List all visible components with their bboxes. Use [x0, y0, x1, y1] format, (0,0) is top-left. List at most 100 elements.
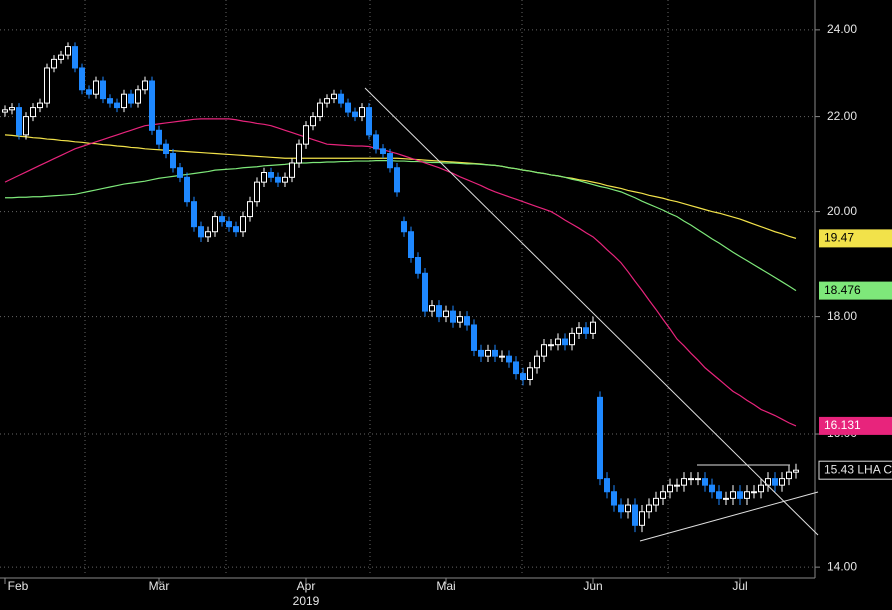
candle-body — [464, 316, 470, 326]
candle-body — [149, 80, 155, 131]
candle-body — [30, 107, 36, 118]
candle-body — [254, 181, 260, 203]
y-tick-label: 14.00 — [827, 559, 857, 573]
candle-body — [429, 305, 435, 312]
candle-body — [373, 134, 379, 150]
trend-lines — [364, 87, 819, 542]
plot — [0, 29, 815, 568]
candle-body — [226, 221, 232, 228]
candle-body — [632, 504, 638, 526]
candle-body — [2, 109, 8, 113]
value-box-label: 16.131 — [824, 418, 861, 432]
candle-body — [65, 46, 71, 56]
candle-body — [443, 310, 449, 318]
trend-line — [639, 491, 819, 542]
x-tick-label: Mär — [149, 579, 170, 593]
candle-body — [758, 484, 764, 493]
candle-body — [471, 324, 477, 351]
candle-body — [240, 216, 246, 233]
price-box-label: 15.43 LHA C — [824, 462, 892, 476]
candle-body — [289, 162, 295, 178]
candle-body — [590, 321, 596, 334]
value-box-label: 18.476 — [824, 283, 861, 297]
candle-body — [79, 67, 85, 91]
moving-average-line — [5, 160, 797, 292]
candle-body — [345, 102, 351, 113]
value-box — [819, 416, 892, 435]
candle-body — [660, 491, 666, 499]
candle-body — [156, 129, 162, 145]
candle-body — [478, 349, 484, 357]
candle-body — [114, 102, 120, 109]
candle-body — [401, 221, 407, 233]
candle-body — [212, 216, 218, 233]
candle-body — [667, 484, 673, 493]
candle-body — [359, 107, 365, 118]
moving-average-line — [4, 134, 797, 239]
candle-body — [527, 367, 533, 380]
candle-body — [9, 107, 15, 111]
candle-body — [709, 484, 715, 493]
candle-body — [58, 54, 64, 60]
x-tick-label: Jul — [732, 579, 747, 593]
value-box — [819, 229, 892, 248]
candle-body — [408, 231, 414, 259]
trend-line — [364, 87, 819, 536]
value-box-label: 19.47 — [824, 231, 854, 245]
candle-body — [415, 257, 421, 274]
candle-body — [604, 478, 610, 493]
y-tick-label: 20.00 — [827, 204, 857, 218]
candle-body — [436, 305, 442, 318]
candle-body — [310, 116, 316, 127]
candle-body — [135, 89, 141, 104]
price-box — [818, 460, 892, 480]
candle-body — [611, 491, 617, 506]
candle-body — [653, 497, 659, 506]
candle-body — [142, 80, 148, 91]
candle-body — [233, 226, 239, 233]
candle-body — [583, 327, 589, 334]
candle-body — [597, 396, 603, 480]
year-label: 2019 — [293, 594, 320, 608]
candle-body — [450, 310, 456, 323]
candle-body — [492, 349, 498, 357]
candle-body — [646, 504, 652, 513]
candle-body — [247, 201, 253, 218]
candle-body — [520, 373, 526, 380]
candle-body — [380, 148, 386, 155]
candle-body — [275, 176, 281, 183]
candle-body — [786, 471, 792, 480]
candle-body — [37, 102, 43, 109]
candle-body — [163, 143, 169, 155]
candle-body — [352, 111, 358, 118]
candle-body — [121, 93, 127, 109]
candle-body — [184, 176, 190, 203]
candle-body — [268, 172, 274, 178]
y-tick-label: 22.00 — [827, 109, 857, 123]
candle-body — [296, 143, 302, 164]
candle-body — [793, 469, 799, 473]
candle-body — [23, 116, 29, 136]
candle-body — [639, 511, 645, 526]
candle-body — [128, 93, 134, 104]
candle-body — [107, 98, 113, 104]
x-tick-label: Apr — [297, 579, 316, 593]
moving-average-line — [4, 118, 797, 427]
candle-body — [562, 338, 568, 346]
candle-body — [72, 46, 78, 69]
candle-body — [674, 484, 680, 487]
candle-body — [541, 344, 547, 357]
candle-body — [282, 176, 288, 183]
candle-body — [16, 107, 22, 136]
candle-body — [695, 478, 701, 481]
candle-body — [303, 125, 309, 145]
candle-body — [485, 349, 491, 357]
month-grid — [84, 0, 669, 575]
candle-body — [751, 491, 757, 494]
candle-body — [688, 478, 694, 481]
y-tick-label: 24.00 — [827, 22, 857, 36]
candle-body — [261, 172, 267, 183]
candle-body — [723, 497, 729, 500]
candle-body — [170, 153, 176, 169]
candle-body — [422, 272, 428, 312]
